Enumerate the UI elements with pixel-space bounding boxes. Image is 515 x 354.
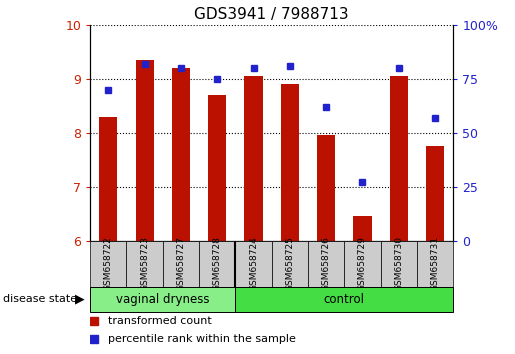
Bar <box>90 241 127 287</box>
Text: GSM658722: GSM658722 <box>104 236 113 291</box>
Bar <box>317 136 335 241</box>
Bar <box>344 241 381 287</box>
Bar <box>308 241 344 287</box>
Text: disease state: disease state <box>3 294 77 304</box>
Bar <box>272 241 308 287</box>
Bar <box>127 241 163 287</box>
Bar <box>381 241 417 287</box>
Text: GSM658726: GSM658726 <box>322 236 331 291</box>
Bar <box>199 241 235 287</box>
Text: GSM658728: GSM658728 <box>213 236 221 291</box>
Text: transformed count: transformed count <box>108 316 212 326</box>
Bar <box>417 241 453 287</box>
Text: control: control <box>324 293 365 306</box>
Bar <box>135 60 153 241</box>
Bar <box>172 68 190 241</box>
Text: vaginal dryness: vaginal dryness <box>116 293 210 306</box>
Text: GSM658730: GSM658730 <box>394 236 403 291</box>
Bar <box>90 287 235 312</box>
Bar <box>208 95 226 241</box>
Title: GDS3941 / 7988713: GDS3941 / 7988713 <box>194 7 349 22</box>
Bar <box>235 287 453 312</box>
Text: percentile rank within the sample: percentile rank within the sample <box>108 334 296 344</box>
Bar <box>235 241 272 287</box>
Bar <box>390 76 408 241</box>
Text: GSM658731: GSM658731 <box>431 236 439 291</box>
Bar <box>245 76 263 241</box>
Bar <box>281 84 299 241</box>
Text: GSM658727: GSM658727 <box>177 236 185 291</box>
Text: GSM658729: GSM658729 <box>358 236 367 291</box>
Text: GSM658723: GSM658723 <box>140 236 149 291</box>
Bar <box>426 146 444 241</box>
Bar <box>163 241 199 287</box>
Text: GSM658724: GSM658724 <box>249 236 258 291</box>
Text: GSM658725: GSM658725 <box>285 236 294 291</box>
Bar <box>99 116 117 241</box>
Bar <box>353 216 371 241</box>
Text: ▶: ▶ <box>75 293 84 306</box>
